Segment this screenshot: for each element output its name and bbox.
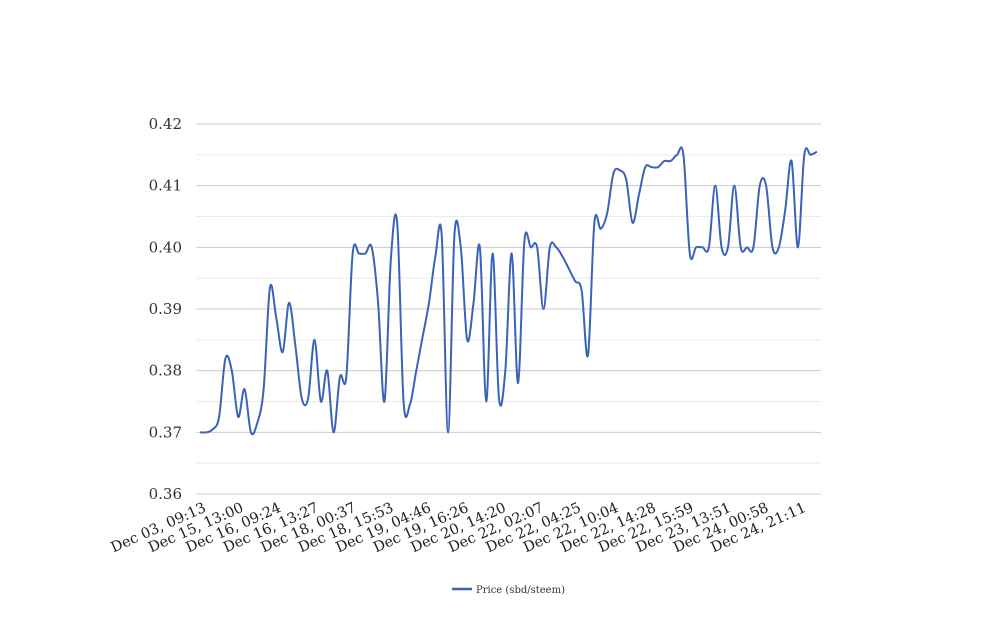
y-tick-label: 0.37 — [149, 423, 182, 441]
series-layer — [199, 146, 818, 436]
grid — [196, 123, 821, 495]
y-axis: 0.42 0.41 0.40 0.39 0.38 0.37 0.36 — [149, 115, 182, 503]
series-line — [199, 146, 818, 436]
y-tick-label: 0.40 — [149, 238, 182, 256]
y-tick-label: 0.38 — [149, 362, 182, 380]
legend-label: Price (sbd/steem) — [476, 585, 565, 596]
y-tick-label: 0.36 — [149, 485, 182, 503]
y-tick-label: 0.41 — [149, 177, 182, 195]
legend: Price (sbd/steem) — [452, 585, 565, 596]
y-tick-label: 0.42 — [149, 115, 182, 133]
y-tick-label: 0.39 — [149, 300, 182, 318]
